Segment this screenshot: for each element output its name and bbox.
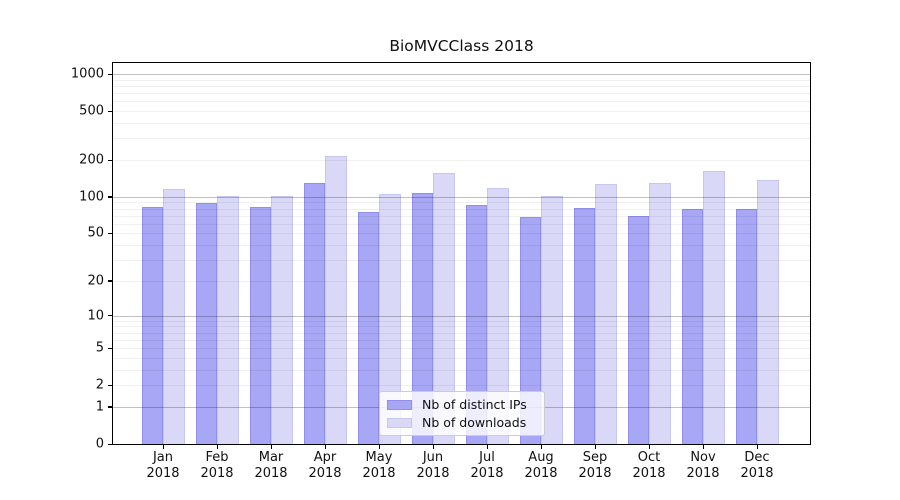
legend-label-distinct-ips: Nb of distinct IPs (422, 397, 527, 412)
y-tick-label-0: 0 (95, 436, 104, 452)
y-tick-mark (108, 280, 112, 282)
x-tick-mark (702, 445, 704, 449)
x-tick-mark (432, 445, 434, 449)
y-tick-label-50: 50 (87, 225, 104, 241)
y-tick-mark (108, 159, 112, 161)
bar-ips-sep (573, 208, 595, 444)
y-tick-mark (108, 443, 112, 445)
y-tick-mark (108, 232, 112, 235)
legend-label-downloads: Nb of downloads (422, 415, 527, 430)
x-tick-label-jan: Jan 2018 (146, 450, 180, 481)
x-tick-label-may: May 2018 (362, 450, 396, 481)
y-tick-mark (108, 110, 112, 112)
bar-downloads-feb (217, 195, 239, 444)
bar-ips-oct (627, 215, 649, 444)
bar-downloads-mar (271, 196, 293, 444)
x-tick-mark (270, 445, 272, 449)
y-tick-mark (108, 73, 112, 75)
plot-area: Nb of distinct IPs Nb of downloads (112, 62, 811, 445)
x-tick-label-feb: Feb 2018 (200, 450, 234, 481)
y-tick-mark (108, 196, 112, 198)
bar-ips-jun (411, 192, 433, 444)
x-tick-mark (324, 445, 326, 449)
bar-downloads-dec (757, 180, 779, 444)
x-tick-label-nov: Nov 2018 (686, 450, 720, 481)
x-tick-mark (378, 445, 380, 449)
bar-ips-nov (681, 208, 703, 444)
x-tick-mark (648, 445, 650, 449)
x-tick-label-dec: Dec 2018 (740, 450, 774, 481)
bar-ips-dec (735, 209, 757, 444)
bar-downloads-jun (433, 172, 455, 444)
y-tick-label-500: 500 (79, 103, 104, 119)
x-tick-label-sep: Sep 2018 (578, 450, 612, 481)
bar-downloads-sep (595, 183, 617, 444)
y-tick-label-1: 1 (95, 399, 104, 415)
x-tick-label-jun: Jun 2018 (416, 450, 450, 481)
y-tick-label-10: 10 (87, 308, 104, 324)
y-tick-label-5: 5 (95, 340, 104, 356)
x-tick-label-aug: Aug 2018 (524, 450, 558, 481)
x-tick-label-oct: Oct 2018 (632, 450, 666, 481)
chart-title: BioMVCClass 2018 (389, 37, 534, 55)
bar-downloads-aug (541, 196, 563, 444)
bar-downloads-may (379, 193, 401, 444)
bar-ips-mar (249, 206, 271, 444)
legend-swatch-distinct-ips (387, 399, 412, 410)
y-tick-label-2: 2 (95, 377, 104, 393)
x-tick-mark (756, 445, 758, 449)
x-tick-label-jul: Jul 2018 (470, 450, 504, 481)
bar-downloads-jan (163, 189, 185, 444)
x-tick-mark (540, 445, 542, 449)
bars-layer (113, 63, 810, 444)
legend-item-distinct-ips: Nb of distinct IPs (387, 397, 536, 412)
y-tick-mark (108, 384, 112, 386)
bar-ips-jul (465, 205, 487, 444)
y-tick-mark (108, 315, 112, 317)
x-tick-mark (486, 445, 488, 449)
bar-ips-feb (195, 203, 217, 444)
y-tick-mark (108, 406, 112, 408)
x-tick-label-apr: Apr 2018 (308, 450, 342, 481)
bar-ips-may (357, 212, 379, 444)
y-tick-label-100: 100 (79, 189, 104, 205)
x-tick-label-mar: Mar 2018 (254, 450, 288, 481)
legend: Nb of distinct IPs Nb of downloads (379, 391, 545, 436)
bar-downloads-oct (649, 182, 671, 444)
bar-downloads-nov (703, 171, 725, 444)
legend-swatch-downloads (387, 417, 412, 428)
y-tick-mark (108, 347, 112, 349)
bar-ips-apr (303, 182, 325, 444)
legend-item-downloads: Nb of downloads (387, 415, 536, 430)
x-tick-mark (216, 445, 218, 449)
bar-ips-jan (141, 207, 163, 444)
bar-ips-aug (519, 216, 541, 444)
bar-downloads-jul (487, 188, 509, 444)
x-tick-mark (162, 445, 164, 449)
bar-downloads-apr (325, 156, 347, 444)
x-tick-mark (594, 445, 596, 449)
y-tick-label-20: 20 (87, 273, 104, 289)
y-tick-label-200: 200 (79, 152, 104, 168)
y-tick-label-1000: 1000 (70, 66, 104, 82)
